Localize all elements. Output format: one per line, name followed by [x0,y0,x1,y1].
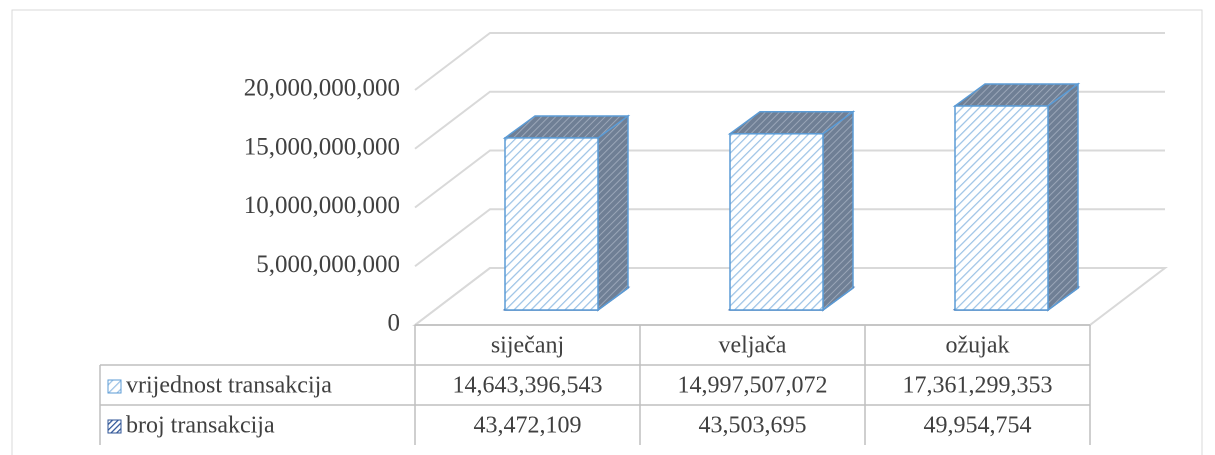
grid-line [414,208,1165,268]
bar-front [729,133,824,311]
bar [952,82,1081,312]
x-tick-label: veljača [719,333,787,359]
bar-side [1047,82,1079,312]
table-value: 14,997,507,072 [678,373,828,399]
x-tick-label: ožujak [946,333,1010,359]
x-tick-label: siječanj [491,333,564,359]
bar-front [954,105,1049,311]
table-value: 43,472,109 [474,413,582,439]
grid-line [414,32,1165,91]
y-tick-label: 0 [388,310,401,337]
legend-key [107,419,122,434]
y-tick-label: 5,000,000,000 [256,251,400,278]
grid-line [414,149,1165,209]
chart-border [11,9,1203,455]
legend-label: vrijednost transakcija [126,373,332,399]
bar-side [597,114,629,312]
bar-front [504,137,599,311]
legend-key [107,379,122,394]
bar [502,114,631,312]
table-value: 49,954,754 [924,413,1032,439]
y-tick-label: 20,000,000,000 [244,75,400,102]
bar-side [822,110,854,312]
grid-line [414,90,1165,150]
y-tick-label: 15,000,000,000 [244,133,400,160]
bar [727,110,856,312]
table-value: 14,643,396,543 [453,373,603,399]
legend-label: broj transakcija [126,413,275,439]
y-tick-label: 10,000,000,000 [244,192,400,219]
table-value: 17,361,299,353 [903,373,1053,399]
table-value: 43,503,695 [699,413,807,439]
